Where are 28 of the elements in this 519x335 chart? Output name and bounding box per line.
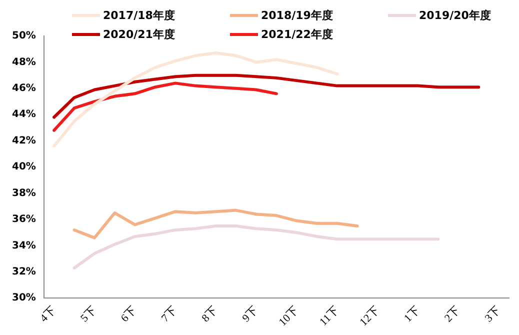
y-tick-label: 36% bbox=[12, 214, 36, 226]
y-tick-label: 48% bbox=[12, 56, 36, 68]
legend-label: 2021/22年度 bbox=[261, 27, 333, 42]
legend-label: 2020/21年度 bbox=[103, 27, 175, 42]
legend-label: 2019/20年度 bbox=[419, 8, 491, 23]
y-tick-label: 40% bbox=[12, 162, 36, 173]
x-tick-label: 8下 bbox=[200, 304, 220, 325]
x-tick-label: 1下 bbox=[402, 304, 422, 325]
y-tick-label: 44% bbox=[12, 109, 36, 120]
x-tick-label: 7下 bbox=[159, 304, 180, 325]
y-tick-label: 42% bbox=[12, 135, 36, 146]
x-tick-label: 4下 bbox=[38, 304, 58, 325]
x-tick-label: 9下 bbox=[240, 304, 260, 325]
y-tick-label: 50% bbox=[12, 30, 36, 42]
x-tick-label: 6下 bbox=[118, 304, 140, 325]
x-tick-label: 11下 bbox=[318, 304, 342, 328]
x-tick-label: 12下 bbox=[358, 304, 382, 328]
y-tick-label: 38% bbox=[12, 188, 36, 199]
legend-label: 2017/18年度 bbox=[103, 8, 175, 23]
x-tick-label: 5下 bbox=[78, 304, 99, 325]
y-tick-label: 30% bbox=[12, 292, 36, 304]
y-tick-label: 34% bbox=[12, 240, 36, 252]
x-tick-label: 10下 bbox=[276, 304, 301, 328]
y-tick-label: 32% bbox=[12, 266, 36, 278]
y-tick-label: 46% bbox=[12, 83, 36, 94]
legend-label: 2018/19年度 bbox=[261, 8, 333, 23]
x-tick-label: 2下 bbox=[442, 304, 463, 325]
x-tick-label: 3下 bbox=[482, 304, 504, 325]
